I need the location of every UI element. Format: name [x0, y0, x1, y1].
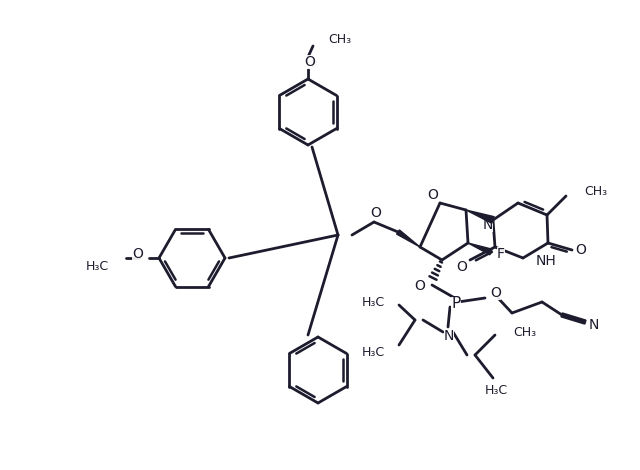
- Polygon shape: [397, 230, 420, 247]
- Text: O: O: [491, 286, 501, 300]
- Text: N: N: [483, 218, 493, 232]
- Text: O: O: [415, 279, 426, 293]
- Text: O: O: [428, 188, 438, 202]
- Text: CH₃: CH₃: [328, 32, 351, 46]
- Text: O: O: [132, 247, 143, 261]
- Text: O: O: [305, 55, 316, 69]
- Text: P: P: [451, 297, 461, 312]
- Text: CH₃: CH₃: [584, 185, 607, 197]
- Text: NH: NH: [536, 254, 557, 268]
- Text: CH₃: CH₃: [513, 326, 536, 338]
- Text: N: N: [444, 329, 454, 343]
- Text: F: F: [497, 247, 505, 261]
- Polygon shape: [468, 243, 492, 255]
- Text: H₃C: H₃C: [362, 296, 385, 308]
- Text: H₃C: H₃C: [86, 259, 109, 273]
- Text: N: N: [589, 318, 599, 332]
- Text: H₃C: H₃C: [484, 384, 508, 397]
- Text: H₃C: H₃C: [362, 345, 385, 359]
- Text: O: O: [371, 206, 381, 220]
- Text: O: O: [575, 243, 586, 257]
- Text: O: O: [456, 260, 467, 274]
- Polygon shape: [466, 210, 494, 223]
